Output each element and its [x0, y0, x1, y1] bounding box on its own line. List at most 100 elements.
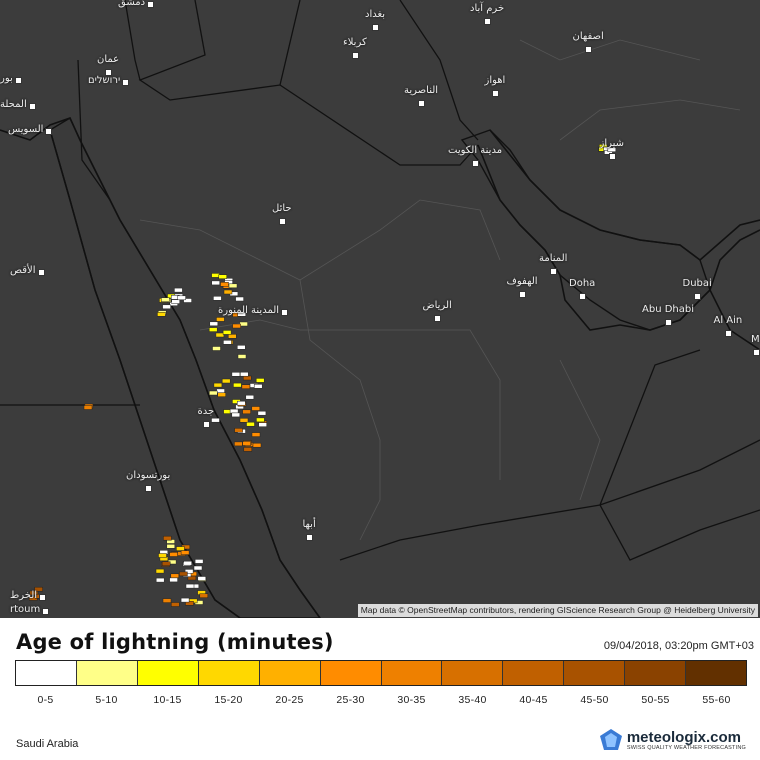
legend-labels: 0-5 5-10 10-15 15-20 20-25 25-30 30-35 35-40 40-… [15, 694, 747, 706]
lightning-strike [234, 441, 243, 447]
legend-swatch [259, 661, 321, 685]
city-label-abudhabi: Abu Dhabi [642, 304, 694, 315]
lightning-strike [161, 297, 170, 302]
city-label-medina: المدينة المنورة [218, 305, 280, 316]
lightning-strike [231, 412, 241, 418]
lightning-strike [221, 378, 231, 384]
city-marker-abudhabi [665, 319, 672, 326]
lightning-strike [222, 330, 232, 335]
city-label-khartoum: rtoum [10, 604, 41, 615]
city-label-portsudan: بورتسودان [126, 470, 171, 481]
lightning-strike [194, 559, 204, 564]
lightning-strike [229, 408, 239, 414]
lightning-strike [180, 550, 190, 555]
lightning-strike [217, 392, 226, 397]
city-marker-khorramabad [484, 18, 491, 25]
legend-bin-label: 20-25 [275, 694, 304, 706]
lightning-strike [235, 296, 244, 302]
lightning-strike [166, 544, 176, 549]
lightning-strike [176, 546, 185, 551]
legend-bin-label: 15-20 [214, 694, 243, 706]
lightning-strike [607, 147, 617, 152]
city-label-amman: عمان [97, 54, 120, 65]
city-marker-khartoum [42, 608, 49, 615]
border-jordan-syria [124, 0, 141, 81]
city-label-shiraz: شيراز [599, 138, 625, 149]
legend-bin-label: 25-30 [336, 694, 365, 706]
legend-bin-label: 10-15 [153, 694, 182, 706]
city-label-abha: أبها [302, 519, 316, 530]
city-label-muscat: M [751, 334, 760, 345]
brand-name: meteologix.com [626, 728, 742, 746]
lightning-strike [237, 312, 246, 317]
red-sea [49, 116, 321, 618]
lightning-strike [155, 568, 165, 574]
city-marker-karbala [352, 52, 359, 59]
city-marker-luxor [38, 269, 45, 276]
city-label-hofuf: الهفوف [506, 276, 538, 287]
city-marker-abha [306, 534, 313, 541]
lightning-strike [213, 296, 222, 301]
city-label-nasiriyah: الناصرية [404, 85, 439, 96]
city-marker-amman [105, 69, 112, 76]
city-label-luxor: الأقص [10, 265, 36, 276]
lightning-strike [234, 428, 243, 433]
lightning-strike [183, 298, 192, 303]
city-label-khorramabad: خرم آباد [470, 3, 505, 14]
lightning-strike [255, 378, 265, 383]
map-attribution[interactable]: Map data © OpenStreetMap contributors, r… [357, 604, 758, 617]
legend-swatch [442, 661, 504, 685]
lightning-strike [256, 417, 265, 423]
city-marker-medina [281, 309, 288, 316]
country-borders [0, 0, 760, 561]
city-marker-hail [279, 218, 286, 225]
border-iraq-saudi [138, 0, 479, 166]
lightning-strike [162, 304, 171, 310]
lightning-strike [158, 553, 167, 558]
lightning-strike [231, 372, 241, 377]
water-bodies [49, 116, 711, 618]
brand-logo[interactable]: meteologix.com SWISS QUALITY WEATHER FOR… [599, 728, 746, 752]
lightning-strike [232, 323, 241, 329]
lightning-strike [161, 561, 171, 566]
lightning-strike [183, 560, 192, 566]
lightning-strike [216, 317, 225, 322]
lightning-strike [251, 406, 261, 411]
city-label-beirut: بور [0, 73, 13, 84]
coast-arabia-west [0, 117, 321, 618]
legend-swatch [503, 661, 565, 685]
coast-iran [489, 129, 760, 262]
lightning-strike [245, 394, 255, 400]
lightning-strike [257, 410, 267, 416]
city-marker-hofuf [519, 291, 526, 298]
city-label-mahalla: المحلة [0, 99, 27, 110]
lightning-strike [228, 283, 238, 289]
city-marker-jeddah [203, 421, 210, 428]
lightning-strike [237, 400, 246, 406]
legend-swatch [76, 661, 138, 685]
city-label-doha: Doha [569, 278, 596, 289]
legend-title: Age of lightning (minutes) [16, 630, 334, 654]
lightning-strike [83, 405, 93, 410]
legend-swatch [686, 661, 747, 685]
city-marker-baghdad [372, 24, 379, 31]
lightning-strike [251, 432, 261, 437]
city-marker-nasiriyah [418, 100, 425, 107]
lightning-map[interactable]: Map data © OpenStreetMap contributors, r… [0, 0, 760, 618]
city-marker-alain [725, 330, 732, 337]
lightning-strike [169, 577, 178, 583]
lightning-strike [211, 280, 220, 286]
legend-bin-label: 5-10 [95, 694, 118, 706]
city-marker-shiraz [609, 153, 616, 160]
legend-swatch [381, 661, 443, 685]
lightning-strike [243, 447, 253, 452]
city-label-kuwait: مدينة الكويت [448, 145, 503, 156]
city-marker-damascus [147, 1, 154, 8]
lightning-strike [211, 417, 220, 423]
coast-gulf-south [477, 144, 760, 331]
lightning-strike [180, 597, 190, 603]
lightning-strike [29, 590, 39, 596]
lightning-strike [34, 586, 43, 592]
city-marker-riyadh [434, 315, 441, 322]
lightning-strike [185, 601, 194, 606]
